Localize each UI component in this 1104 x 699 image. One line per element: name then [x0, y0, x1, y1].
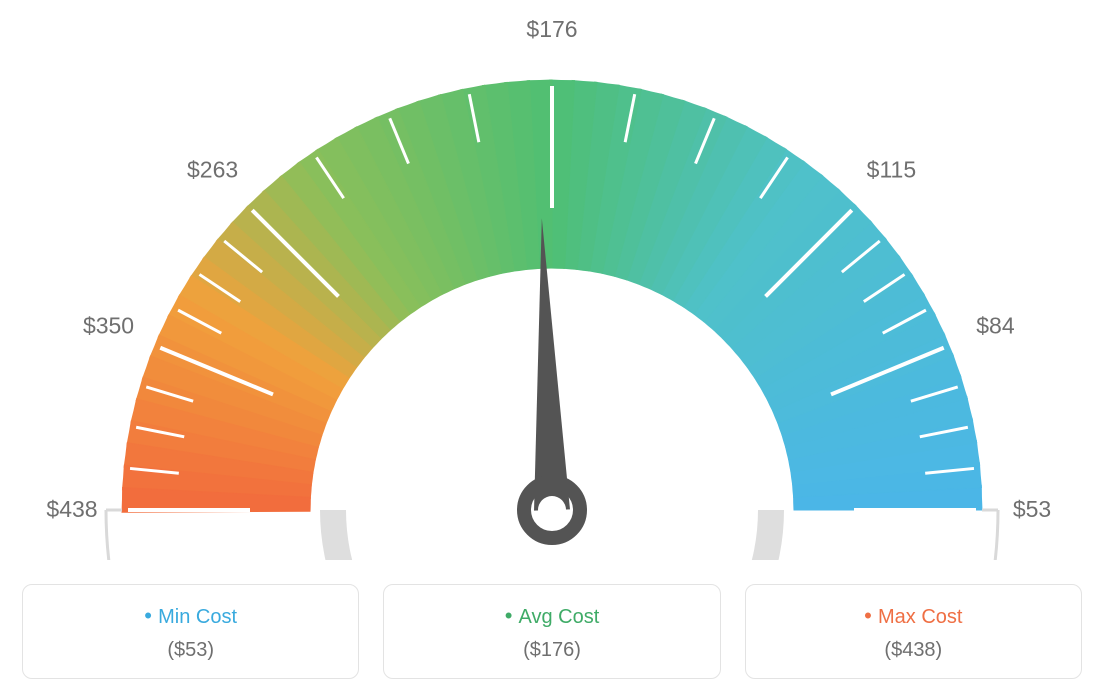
gauge-scale-label: $263 [187, 157, 238, 183]
gauge-scale-label: $115 [867, 157, 916, 183]
legend-max-label: Max Cost [756, 603, 1071, 629]
legend-avg-value: ($176) [394, 639, 709, 662]
legend-row: Min Cost ($53) Avg Cost ($176) Max Cost … [22, 584, 1082, 679]
legend-avg-label: Avg Cost [394, 603, 709, 629]
gauge-svg: $53 $84 $115 $176 $263 $350 $438 [22, 20, 1082, 560]
gauge-scale-label: $53 [1013, 496, 1051, 522]
legend-card-min: Min Cost ($53) [22, 584, 359, 679]
legend-min-label: Min Cost [33, 603, 348, 629]
legend-min-value: ($53) [33, 639, 348, 662]
legend-card-avg: Avg Cost ($176) [383, 584, 720, 679]
gauge-scale-label: $350 [83, 312, 134, 338]
gauge-scale-label: $176 [526, 20, 577, 42]
gauge-scale-label: $438 [46, 496, 97, 522]
gauge-scale-label: $84 [976, 312, 1015, 338]
legend-max-value: ($438) [756, 639, 1071, 662]
legend-card-max: Max Cost ($438) [745, 584, 1082, 679]
cost-gauge-chart: $53 $84 $115 $176 $263 $350 $438 Min Cost ($53… [22, 20, 1082, 679]
